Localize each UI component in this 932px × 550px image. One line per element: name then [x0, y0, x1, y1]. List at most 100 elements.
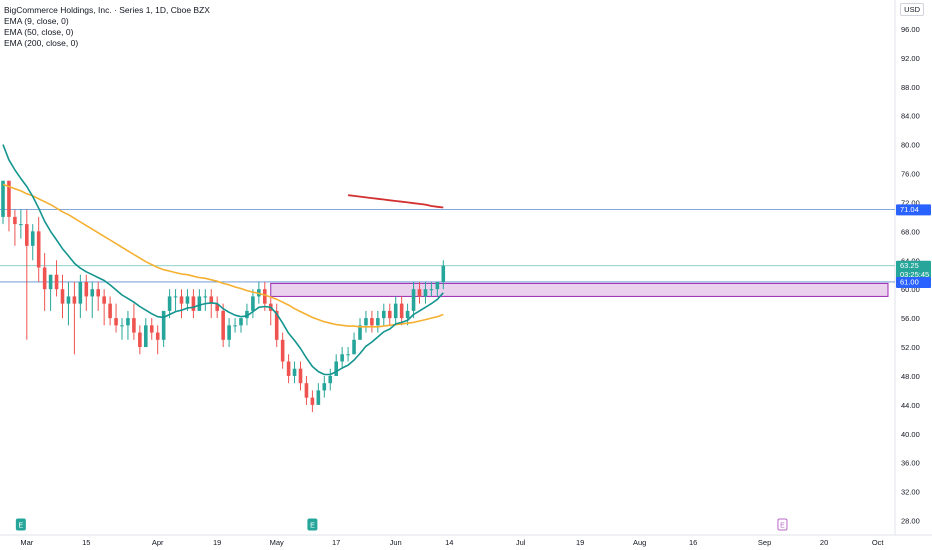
candle-body	[245, 310, 249, 319]
y-tick-label: 40.00	[901, 430, 920, 439]
candle-body	[102, 296, 106, 304]
candle-body	[120, 325, 124, 327]
candle-body	[144, 325, 148, 348]
candle-body	[19, 224, 23, 226]
last-price-label-text: 03:25:45	[900, 270, 929, 279]
earnings-icon-letter: E	[780, 523, 785, 530]
candle-body	[227, 325, 231, 340]
x-tick-label: Apr	[152, 538, 164, 547]
candle-body	[25, 224, 29, 246]
candle-body	[435, 281, 440, 290]
candle-body	[310, 397, 315, 405]
time-axis[interactable]: Mar 15 Apr 19 May 17 Jun 14 Jul 19 Aug 16 Sep 20 Oct	[20, 538, 884, 547]
y-tick-label: 72.00	[901, 198, 920, 207]
candle-body	[78, 281, 83, 304]
ema50-line	[2, 183, 444, 328]
earnings-icon-letter: E	[310, 523, 315, 530]
indicator-ema50[interactable]: EMA (50, close, 0)	[4, 27, 74, 37]
candle-body	[292, 368, 297, 376]
price-axis[interactable]: 28.00 32.00 36.00 40.00 44.00 48.00 52.00 56.00…	[901, 25, 920, 526]
y-tick-label: 52.00	[901, 343, 920, 352]
candle-body	[405, 310, 410, 319]
candle-body	[161, 310, 166, 340]
candle-body	[417, 289, 422, 297]
candle-body	[328, 375, 333, 384]
x-tick-label: 20	[820, 538, 828, 547]
price-zone	[270, 282, 889, 297]
earnings-icon	[15, 518, 26, 531]
x-tick-label: Jul	[516, 538, 526, 547]
indicator-ema200[interactable]: EMA (200, close, 0)	[4, 38, 79, 48]
last-price-label-bg	[896, 260, 931, 281]
candle-body	[286, 361, 291, 376]
candle-body	[376, 318, 380, 326]
candle-body	[30, 231, 35, 246]
candle-body	[138, 332, 142, 348]
y-tick-label: 88.00	[901, 83, 920, 92]
candle-body	[173, 296, 178, 298]
candle-body	[358, 325, 362, 340]
candle-body	[126, 318, 130, 326]
level-71-label-bg	[896, 204, 931, 216]
candle-body	[298, 368, 303, 384]
candle-body	[203, 296, 208, 298]
earnings-icon-letter: E	[19, 523, 24, 530]
candle-body	[60, 289, 65, 304]
x-tick-label: May	[270, 538, 284, 547]
earnings-icon	[777, 518, 788, 531]
y-tick-label: 48.00	[901, 372, 920, 381]
y-tick-label: 36.00	[901, 459, 920, 468]
candle-body	[352, 339, 356, 355]
candle-body	[167, 296, 172, 311]
horizontal-levels	[0, 208, 895, 283]
y-tick-label: 68.00	[901, 227, 920, 236]
y-tick-label: 32.00	[901, 488, 920, 497]
candle-body	[66, 296, 71, 304]
candle-body	[393, 303, 398, 319]
y-tick-label: 56.00	[901, 314, 920, 323]
candle-body	[387, 310, 392, 319]
candle-body	[185, 296, 190, 304]
x-tick-label: 17	[332, 538, 340, 547]
supply-zone-rect	[270, 282, 889, 297]
candle-body	[441, 265, 446, 282]
x-tick-label: Oct	[872, 538, 885, 547]
candle-body	[423, 289, 428, 297]
candle-body	[221, 310, 225, 340]
candle-body	[84, 281, 89, 297]
level-61-label-bg	[896, 276, 931, 288]
x-tick-label: Mar	[20, 538, 33, 547]
candle-body	[274, 310, 279, 340]
ema-lines	[2, 144, 444, 376]
candle-body	[411, 289, 416, 311]
x-tick-label: 19	[213, 538, 221, 547]
candle-body	[251, 296, 255, 311]
x-tick-label: 14	[445, 538, 453, 547]
y-tick-label: 60.00	[901, 285, 920, 294]
x-tick-label: Sep	[758, 538, 771, 547]
candle-body	[90, 289, 95, 297]
level-71-label-text: 71.04	[900, 205, 919, 214]
candle-body	[304, 383, 309, 398]
candle-body	[399, 303, 404, 319]
candle-body	[340, 354, 344, 362]
y-tick-label: 92.00	[901, 54, 920, 63]
last-price-label-text: 63.25	[900, 261, 919, 270]
earnings-icon	[307, 518, 318, 531]
candle-body	[364, 318, 368, 326]
currency-badge[interactable]: USD	[900, 3, 924, 16]
symbol-title[interactable]: BigCommerce Holdings, Inc. · Series 1, 1…	[4, 5, 210, 15]
chart-grid	[0, 0, 932, 536]
x-tick-label: Aug	[633, 538, 646, 547]
indicator-ema9[interactable]: EMA (9, close, 0)	[4, 16, 69, 26]
candle-body	[233, 325, 237, 327]
candle-body	[191, 296, 196, 311]
candle-body	[280, 339, 285, 362]
ema200-line	[347, 194, 444, 209]
level-61-label-text: 61.00	[900, 277, 919, 286]
candle-body	[36, 231, 41, 268]
y-tick-label: 84.00	[901, 112, 920, 121]
